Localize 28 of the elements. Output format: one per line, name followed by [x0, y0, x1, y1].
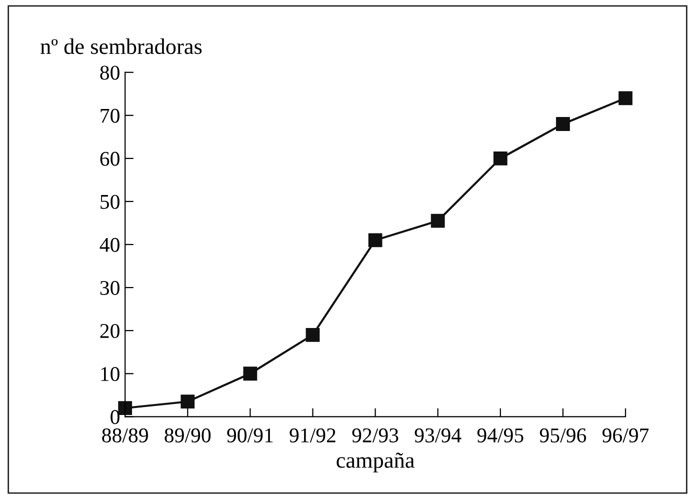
- point: [493, 151, 508, 166]
- x-tick-label: 93/94: [414, 428, 462, 442]
- x-tick-label: 94/95: [477, 428, 524, 442]
- point: [430, 214, 445, 228]
- point: [180, 394, 195, 409]
- y-tick-label: 60: [100, 152, 120, 166]
- x-tick-label: 91/92: [290, 428, 336, 442]
- x-tick-label: 95/96: [540, 428, 586, 442]
- y-tick-label: 30: [100, 280, 120, 295]
- y-tick-label: 50: [100, 194, 120, 209]
- y-axis-title: nº de sembradoras: [40, 38, 202, 54]
- y-tick-label: 70: [100, 108, 120, 123]
- point: [618, 91, 632, 106]
- point: [306, 328, 320, 342]
- x-tick-label: 92/93: [352, 428, 398, 442]
- x-tick-label: 90/91: [227, 428, 273, 442]
- point: [556, 117, 570, 131]
- y-tick-label: 80: [100, 66, 120, 80]
- y-tick-label: 40: [100, 238, 120, 252]
- x-tick-label: 89/90: [164, 428, 211, 442]
- point: [243, 366, 258, 381]
- x-axis-title: campaña: [336, 452, 414, 472]
- y-tick-label: 0: [110, 410, 120, 424]
- point: [368, 233, 382, 248]
- x-tick-label: 96/97: [602, 428, 649, 442]
- y-tick-label: 20: [100, 324, 120, 338]
- x-tick-label: 88/89: [102, 428, 148, 442]
- y-tick-label: 10: [101, 367, 120, 382]
